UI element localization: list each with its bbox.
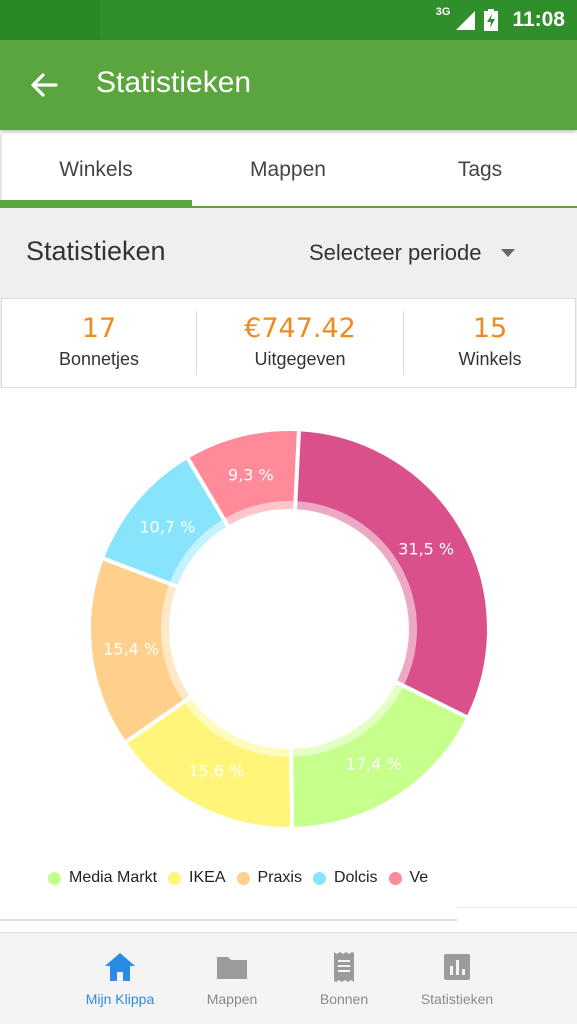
legend-label: Ve [409, 869, 429, 886]
chart-legend: Media Markt IKEA Praxis Dolcis Ve [48, 869, 439, 887]
stat-divider [196, 311, 197, 375]
legend-dot-icon [236, 871, 250, 885]
legend-item: IKEA [168, 869, 226, 887]
slice-label: 9,3 % [228, 466, 274, 485]
tab-indicator [0, 200, 192, 208]
app-bar-title: Statistieken [96, 66, 252, 99]
stat-label: Bonnetjes [58, 349, 140, 369]
tab-mappen[interactable]: Mappen [250, 158, 326, 181]
stat-value: €747.42 [244, 313, 356, 344]
nav-mijn-klippa[interactable]: Mijn Klippa [60, 933, 180, 1024]
slice-label: 15,6 % [188, 761, 244, 780]
status-bar: 3G 11:08 [0, 0, 577, 40]
nav-mappen[interactable]: Mappen [172, 933, 292, 1024]
nav-label: Bonnen [319, 991, 369, 1007]
receipt-icon [334, 952, 354, 982]
stat-divider [403, 311, 404, 375]
legend-label: Praxis [257, 869, 302, 886]
legend-dot-icon [48, 871, 61, 885]
donut-inner-ring [161, 501, 417, 757]
slice-label: 17,4 % [346, 754, 402, 773]
legend-item: Praxis [236, 869, 302, 887]
back-arrow-icon[interactable] [26, 67, 62, 103]
separator [457, 907, 577, 908]
section-title: Statistieken [26, 236, 166, 266]
clock: 11:08 [512, 8, 565, 31]
nav-label: Mappen [206, 991, 258, 1007]
slice-label: 31,5 % [398, 540, 454, 559]
dropdown-arrow-icon [501, 249, 516, 257]
stat-winkels: 15 Winkels [404, 299, 576, 387]
tab-bar: Winkels Mappen Tags [0, 134, 577, 208]
separator [0, 919, 457, 921]
stat-value: 17 [81, 313, 117, 344]
chart-area: 31,5 % 17,4 % 15,6 % 15,4 % 10,7 % 9,3 % Medi… [0, 388, 577, 921]
tab-winkels[interactable]: Winkels [59, 158, 133, 181]
slice-label: 10,7 % [139, 518, 195, 537]
legend-label: Media Markt [69, 869, 158, 886]
folder-icon [217, 957, 247, 979]
status-bar-left [0, 0, 100, 40]
nav-label: Mijn Klippa [85, 991, 155, 1007]
period-selector-label: Selecteer periode [309, 240, 482, 265]
app-bar: Statistieken [0, 40, 577, 130]
donut-slice[interactable] [292, 427, 491, 721]
slice-label: 15,4 % [103, 639, 159, 658]
tab-edge [0, 134, 2, 206]
stat-label: Uitgegeven [254, 349, 346, 369]
period-selector[interactable]: Selecteer periode [309, 240, 516, 266]
nav-statistieken[interactable]: Statistieken [397, 933, 517, 1024]
battery-charging-icon [484, 9, 499, 31]
home-icon [105, 953, 135, 981]
stat-uitgegeven: €747.42 Uitgegeven [197, 299, 403, 387]
stat-bonnetjes: 17 Bonnetjes [2, 299, 196, 387]
bottom-navigation: Mijn Klippa Mappen Bonnen Statistieken [0, 932, 577, 1024]
nav-bonnen[interactable]: Bonnen [284, 933, 404, 1024]
legend-label: Dolcis [333, 869, 378, 886]
nav-label: Statistieken [420, 991, 494, 1007]
stat-label: Winkels [458, 349, 522, 369]
legend-item: Media Markt [48, 869, 157, 887]
status-icons: 3G 11:08 [436, 0, 565, 40]
stat-value: 15 [472, 313, 508, 344]
signal-icon [456, 11, 476, 30]
bar-chart-icon [444, 954, 470, 980]
legend-item: Dolcis [312, 869, 378, 887]
legend-dot-icon [168, 871, 182, 885]
legend-label: IKEA [189, 869, 226, 886]
legend-dot-icon [312, 871, 326, 885]
stats-summary: 17 Bonnetjes €747.42 Uitgegeven 15 Winke… [1, 298, 576, 388]
network-type: 3G [435, 6, 451, 18]
legend-item: Ve [388, 869, 429, 887]
tab-tags[interactable]: Tags [457, 158, 503, 181]
donut-chart[interactable]: 31,5 % 17,4 % 15,6 % 15,4 % 10,7 % 9,3 % [0, 388, 577, 858]
legend-dot-icon [388, 871, 402, 885]
